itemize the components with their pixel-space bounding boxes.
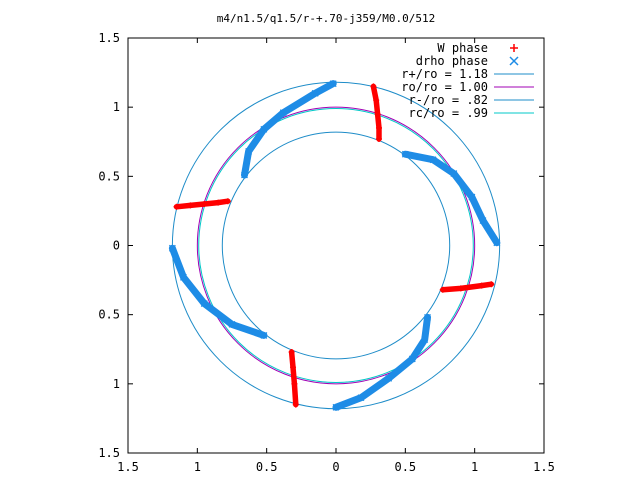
series-1-point-3-1 (357, 394, 365, 402)
series-1-point-2-0 (168, 244, 176, 252)
y-tick-label-0: 1.5 (98, 446, 120, 460)
x-tick-label-1: 1 (194, 460, 201, 474)
series-1-point-2-2 (200, 300, 208, 308)
axis-ticks: 1.5 1 0.5 0 0.5 1 1.51.510.500.511.5 (98, 31, 555, 474)
series-1-point-2-1 (180, 273, 187, 281)
x-tick-label-6: 1.5 (533, 460, 555, 474)
series-1-point-0-4 (311, 89, 319, 97)
series-0-point-0-3 (375, 124, 382, 131)
series-1-point-0-3 (279, 109, 287, 117)
series-1-point-3-2 (385, 374, 393, 382)
legend-label-1: drho phase (416, 54, 488, 68)
series-0-point-3-1 (457, 285, 464, 292)
series-0-point-3-2 (478, 282, 485, 289)
series-1-point-1-1 (429, 156, 437, 164)
series-0-band-2 (288, 349, 299, 408)
series-0-point-2-3 (292, 401, 299, 408)
series-0-point-1-1 (187, 202, 194, 209)
x-tick-label-3: 0 (332, 460, 339, 474)
series-0-point-1-3 (215, 199, 222, 206)
x-tick-label-5: 1 (471, 460, 478, 474)
series-0-point-2-2 (291, 380, 298, 387)
series-1-band-1 (401, 150, 501, 247)
x-tick-label-0: 1.5 (117, 460, 139, 474)
series-0-point-0-2 (374, 111, 381, 118)
series-1-point-1-0 (401, 150, 409, 158)
series-1-point-0-0 (241, 171, 248, 179)
data-series (168, 80, 501, 411)
y-tick-label-4: 0.5 (98, 169, 120, 183)
series-1-point-1-4 (479, 217, 487, 225)
series-1-point-3-5 (424, 313, 431, 321)
series-0-point-0-0 (370, 83, 377, 90)
series-1-point-0-1 (245, 147, 253, 155)
x-tick-label-2: 0.5 (256, 460, 278, 474)
series-1-point-0-2 (260, 125, 268, 133)
series-0-point-0-4 (375, 135, 382, 142)
circle-1 (196, 106, 476, 385)
series-0-band-3 (440, 281, 495, 293)
series-1-point-3-3 (408, 355, 416, 363)
legend-swatch-1 (509, 56, 519, 66)
series-1-band-0 (241, 80, 337, 179)
y-tick-label-5: 1 (113, 100, 120, 114)
series-1-point-1-5 (493, 239, 501, 247)
series-0-point-2-0 (288, 349, 295, 356)
series-1-point-3-4 (421, 336, 429, 344)
y-tick-label-3: 0 (113, 239, 120, 253)
series-0-point-3-3 (488, 281, 495, 288)
legend-label-4: r-/ro = .82 (409, 93, 488, 107)
y-tick-label-6: 1.5 (98, 31, 120, 45)
legend-swatch-0 (510, 44, 518, 52)
legend-label-5: rc/ro = .99 (409, 106, 488, 120)
series-1-point-1-3 (468, 193, 476, 201)
series-0-point-1-0 (173, 203, 180, 210)
y-tick-label-1: 1 (113, 377, 120, 391)
series-1-point-0-5 (329, 80, 337, 88)
series-1-point-3-0 (332, 403, 340, 411)
series-1-band-3 (332, 313, 431, 411)
series-1-point-2-3 (228, 320, 236, 328)
circle-3 (198, 108, 474, 383)
x-tick-label-4: 0.5 (394, 460, 416, 474)
chart-title: m4/n1.5/q1.5/r-+.70-j359/M0.0/512 (217, 12, 436, 25)
legend-label-2: r+/ro = 1.18 (401, 67, 488, 81)
series-0-point-0-1 (373, 97, 380, 104)
circle-2 (221, 131, 451, 360)
series-1-point-1-2 (450, 170, 458, 178)
series-0-point-1-2 (201, 201, 208, 207)
legend-label-3: ro/ro = 1.00 (401, 80, 488, 94)
series-0-point-1-4 (224, 198, 231, 205)
series-0-point-3-0 (439, 286, 446, 293)
series-1-point-2-4 (260, 331, 268, 339)
y-tick-label-2: 0.5 (98, 308, 120, 322)
series-0-point-2-1 (290, 364, 297, 371)
legend-label-0: W phase (437, 41, 488, 55)
